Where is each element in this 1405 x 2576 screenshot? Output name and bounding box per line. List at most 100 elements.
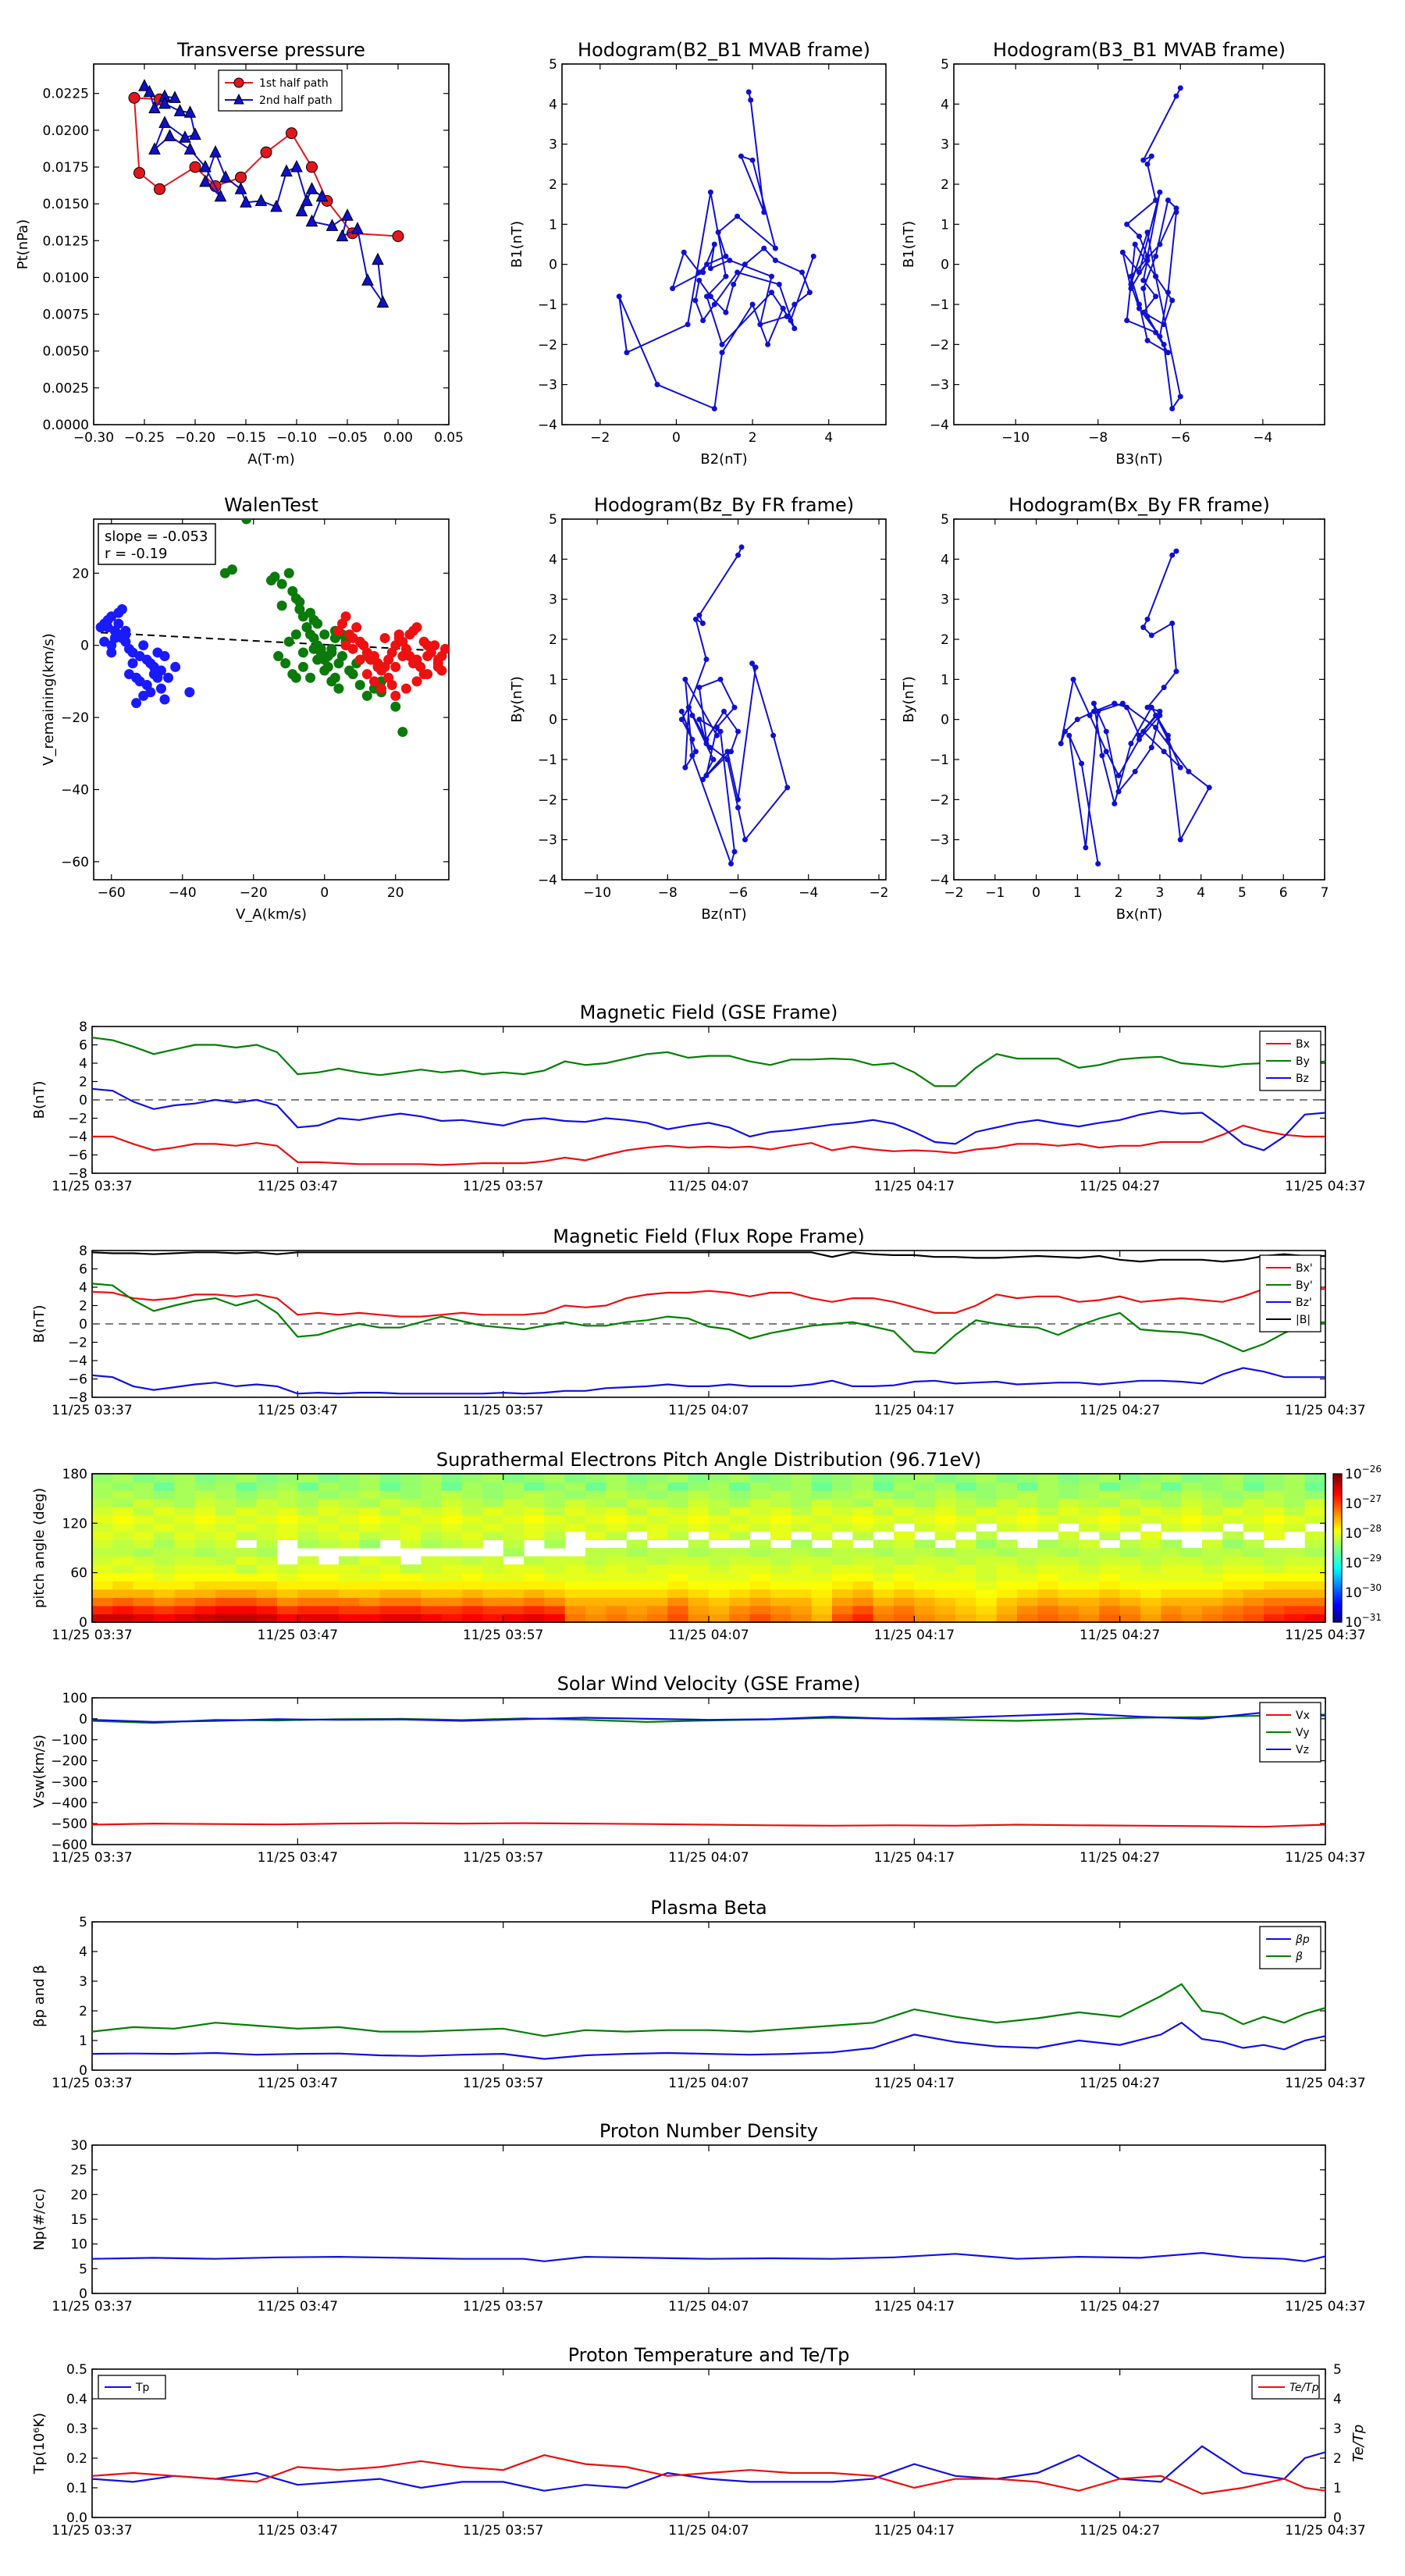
hm8-cell	[811, 1581, 833, 1590]
xy2-xtick-label: −4	[1253, 430, 1272, 446]
hm8-cell	[174, 1539, 196, 1549]
hm8-cell	[626, 1556, 648, 1565]
hm8-cell	[1079, 1589, 1100, 1598]
hm8-cell	[277, 1531, 298, 1541]
ts6-ytick-label: 4	[79, 1056, 87, 1072]
hm8-cell	[174, 1507, 196, 1516]
ts12-ytick-label: 0.0	[66, 2510, 87, 2526]
hm8-cell	[544, 1539, 566, 1549]
hm8-cell	[277, 1474, 298, 1483]
ts6-panel: Magnetic Field (GSE Frame)11/25 03:37 11/…	[31, 1002, 1366, 1194]
hm8-cell	[1099, 1597, 1121, 1606]
xy4-marker	[721, 708, 727, 714]
xy0-marker	[280, 164, 293, 177]
hm8-cell	[749, 1482, 771, 1491]
xy0-plot-area	[128, 79, 404, 308]
xy1-ytick-label: 0	[549, 258, 557, 273]
hm8-colorbar-step	[1333, 1510, 1342, 1514]
hm8-cell	[914, 1507, 936, 1516]
hm8-cell	[873, 1507, 895, 1516]
hm8-cell	[647, 1531, 668, 1541]
hm8-cell	[92, 1597, 113, 1606]
xy3-ytick-label: 0	[80, 639, 89, 654]
hm8-cell	[544, 1605, 566, 1615]
hm8-colorbar-step	[1333, 1557, 1342, 1561]
xy5-ytick-label: 3	[941, 592, 949, 608]
hm8-cell	[976, 1614, 998, 1623]
hm8-colorbar-step	[1333, 1540, 1342, 1544]
hm8-cell	[297, 1572, 319, 1582]
hm8-cell	[934, 1581, 956, 1590]
hm8-colorbar-step	[1333, 1548, 1342, 1551]
hm8-cell	[297, 1514, 319, 1524]
hm8-cell	[1202, 1614, 1223, 1623]
hm8-cell	[709, 1531, 730, 1541]
hm8-cell	[585, 1482, 606, 1491]
xy0-legend-label: 1st half path	[259, 77, 329, 90]
hm8-cell	[1161, 1548, 1183, 1557]
hm8-cell	[1304, 1490, 1326, 1500]
hm8-cell	[873, 1564, 895, 1574]
hm8-cell	[1264, 1589, 1285, 1598]
xy2-ytick-label: 4	[941, 97, 949, 112]
hm8-cell	[215, 1490, 237, 1500]
xy3-point	[106, 647, 117, 658]
xy1-marker	[685, 322, 691, 328]
hm8-cell	[709, 1514, 730, 1524]
xy3-point	[351, 622, 362, 633]
hm8-cell	[1161, 1514, 1183, 1524]
hm8-cell	[606, 1581, 628, 1590]
hm8-cell	[729, 1482, 751, 1491]
hm8-cell	[996, 1514, 1018, 1524]
xy1-marker	[769, 273, 775, 279]
xy5-ytick-label: −3	[930, 833, 949, 849]
hm8-cell	[297, 1581, 319, 1590]
hm8-colorbar-step	[1333, 1513, 1342, 1517]
xy2-xtick-label: −6	[1171, 430, 1190, 446]
hm8-cell	[462, 1474, 483, 1483]
xy1-marker	[715, 229, 721, 236]
xy2-marker	[1144, 253, 1151, 259]
xy1-marker	[799, 269, 806, 276]
hm8-cell	[1284, 1548, 1306, 1557]
ts10-xtick-label: 11/25 04:07	[668, 2076, 749, 2091]
hm8-colorbar-step	[1333, 1523, 1342, 1527]
hm8-cell	[914, 1498, 936, 1507]
xy0-legend-marker	[233, 93, 244, 105]
xy3-point	[368, 676, 379, 687]
hm8-cell	[318, 1474, 340, 1483]
ts10-ylabel: βp and β	[31, 1965, 48, 2027]
hm8-cell	[996, 1490, 1018, 1500]
hm8-cell	[133, 1605, 155, 1615]
hm8-cell	[667, 1614, 689, 1623]
xy3-point	[159, 694, 170, 705]
ts12-ytick-label: 0.2	[66, 2451, 87, 2467]
xy1-ytick-label: −1	[538, 297, 557, 313]
xy0-marker	[305, 214, 318, 227]
hm8-cell	[688, 1490, 710, 1500]
xy1-marker	[748, 97, 754, 103]
hm8-cell	[277, 1572, 298, 1582]
hm8-cell	[1222, 1548, 1244, 1557]
xy0-xtick-label: 0.05	[434, 430, 464, 446]
hm8-cell	[1037, 1614, 1059, 1623]
ts12-ytick-label: 0.3	[66, 2421, 87, 2437]
xy3-point	[340, 611, 351, 622]
xy4-marker	[749, 660, 756, 667]
hm8-cell	[1264, 1597, 1285, 1606]
xy1-ylabel: B1(nT)	[509, 221, 525, 268]
hm8-cell	[626, 1597, 648, 1606]
hm8-cell	[482, 1581, 504, 1590]
hm8-cell	[1181, 1556, 1203, 1565]
hm8-cell	[544, 1514, 566, 1524]
hm8-cell	[1058, 1514, 1080, 1524]
hm8-cell	[544, 1572, 566, 1582]
hm8-cell	[585, 1614, 606, 1623]
hm8-cell	[647, 1581, 668, 1590]
xy4-marker	[731, 704, 738, 710]
hm8-cell	[194, 1597, 216, 1606]
hm8-cell	[934, 1597, 956, 1606]
hm8-cell	[462, 1523, 483, 1532]
xy5-marker	[1157, 708, 1163, 714]
